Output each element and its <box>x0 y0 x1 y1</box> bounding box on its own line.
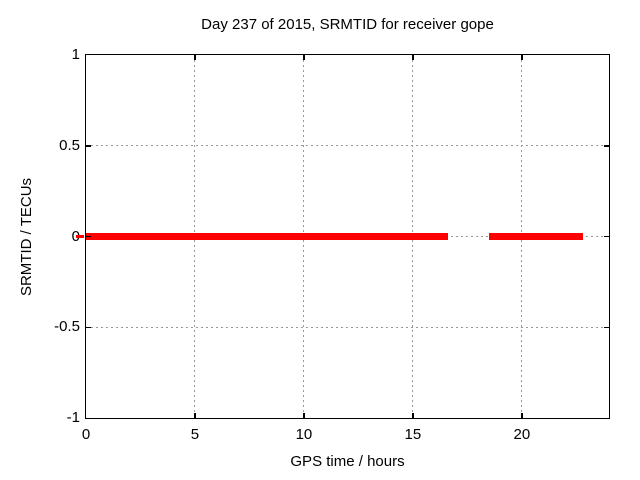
chart-title: Day 237 of 2015, SRMTID for receiver gop… <box>201 16 494 33</box>
y-tick-label: -0.5 <box>54 318 80 336</box>
x-tick-label: 10 <box>295 426 313 443</box>
y-tick-label: -1 <box>66 409 80 426</box>
y-tick-left-mark <box>86 235 91 238</box>
x-tick-bottom-mark <box>194 413 196 418</box>
x-tick-label: 0 <box>81 426 91 443</box>
x-axis-label: GPS time / hours <box>290 453 405 470</box>
y-tick-right-mark <box>604 145 609 147</box>
x-tick-bottom-mark <box>303 413 305 418</box>
gridline-horizontal <box>86 326 609 328</box>
x-tick-bottom-mark <box>521 413 523 418</box>
data-series-segment <box>489 233 583 240</box>
x-tick-label: 20 <box>513 426 531 443</box>
x-tick-top-mark <box>303 55 305 60</box>
x-tick-label: 15 <box>404 426 422 443</box>
y-tick-label: 0 <box>20 228 80 245</box>
x-tick-label: 5 <box>190 426 200 443</box>
y-tick-right-mark <box>604 326 609 328</box>
y-tick-label: 1 <box>71 46 80 63</box>
plot-area <box>76 54 610 419</box>
x-tick-top-mark <box>521 55 523 60</box>
data-series-segment <box>86 233 448 240</box>
x-tick-bottom-mark <box>412 413 414 418</box>
y-tick-right-mark <box>604 235 609 238</box>
gridline-horizontal <box>86 145 609 147</box>
y-tick-left-mark <box>86 326 91 328</box>
x-tick-top-mark <box>194 55 196 60</box>
y-tick-left-mark <box>86 145 91 147</box>
y-tick-label: 0.5 <box>59 136 80 154</box>
data-series-edge-dash <box>76 235 84 238</box>
x-tick-top-mark <box>412 55 414 60</box>
